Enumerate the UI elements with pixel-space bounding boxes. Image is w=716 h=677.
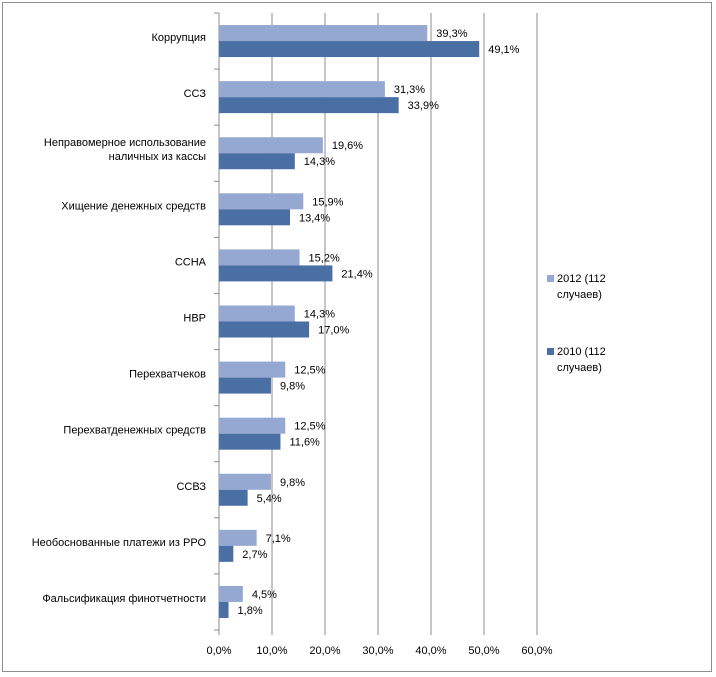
data-label: 9,8% [280, 477, 305, 489]
legend-swatch [547, 348, 554, 355]
bar [219, 193, 304, 210]
data-label: 13,4% [299, 212, 330, 224]
data-label: 17,0% [318, 325, 349, 337]
bar [219, 361, 286, 378]
x-tick-label: 20,0% [309, 645, 340, 657]
category-label: Коррупция [152, 32, 207, 44]
x-tick-label: 60,0% [521, 645, 552, 657]
x-tick-label: 0,0% [206, 645, 231, 657]
data-label: 5,4% [257, 493, 282, 505]
bar [219, 305, 295, 322]
category-label: НВР [183, 313, 206, 325]
x-tick-label: 30,0% [362, 645, 393, 657]
data-label: 15,2% [309, 252, 340, 264]
category-label: Необоснованные платежи из РРО [32, 537, 207, 549]
data-label: 15,9% [312, 196, 343, 208]
x-tick-label: 10,0% [256, 645, 287, 657]
bar [219, 473, 271, 490]
bar [219, 41, 480, 58]
bar [219, 265, 333, 282]
bar [219, 433, 281, 450]
bar [219, 153, 295, 170]
legend-label: случаев) [557, 289, 602, 301]
category-label: Перехватденежных средств [63, 425, 206, 437]
bar [219, 25, 428, 42]
x-tick-label: 40,0% [415, 645, 446, 657]
data-label: 19,6% [332, 140, 363, 152]
bar [219, 417, 286, 434]
bar [219, 377, 271, 394]
category-label: ССЗ [184, 88, 207, 100]
bar [219, 81, 385, 98]
bar [219, 321, 310, 338]
bar [219, 249, 300, 266]
data-label: 39,3% [436, 28, 467, 40]
bar [219, 529, 257, 546]
data-label: 21,4% [341, 268, 372, 280]
data-label: 1,8% [238, 605, 263, 617]
data-label: 31,3% [394, 84, 425, 96]
bar [219, 489, 248, 506]
data-label: 7,1% [266, 533, 291, 545]
bar [219, 545, 234, 562]
legend-label: 2012 (112 [557, 273, 606, 285]
category-label: наличных из кассы [109, 151, 206, 163]
data-label: 9,8% [280, 381, 305, 393]
data-label: 12,5% [294, 365, 325, 377]
legend-swatch [547, 275, 554, 282]
data-label: 49,1% [488, 44, 519, 56]
bar [219, 137, 323, 154]
category-label: Хищение денежных средств [61, 200, 206, 212]
bar [219, 601, 229, 618]
bar [219, 585, 243, 602]
bar [219, 209, 291, 226]
category-label: ССНА [175, 256, 207, 268]
data-label: 14,3% [304, 309, 335, 321]
bar [219, 97, 399, 114]
legend-label: случаев) [557, 362, 602, 374]
x-tick-label: 50,0% [468, 645, 499, 657]
category-label: Неправомерное использование [44, 137, 206, 149]
category-label: Фальсификация финотчетности [42, 593, 206, 605]
data-label: 11,6% [289, 437, 320, 449]
legend-label: 2010 (112 [557, 346, 606, 358]
data-label: 4,5% [252, 589, 277, 601]
category-label: ССВЗ [176, 481, 206, 493]
data-label: 33,9% [408, 100, 439, 112]
data-label: 14,3% [304, 156, 335, 168]
category-label: Перехватчеков [129, 369, 206, 381]
data-label: 12,5% [294, 421, 325, 433]
data-label: 2,7% [242, 549, 267, 561]
